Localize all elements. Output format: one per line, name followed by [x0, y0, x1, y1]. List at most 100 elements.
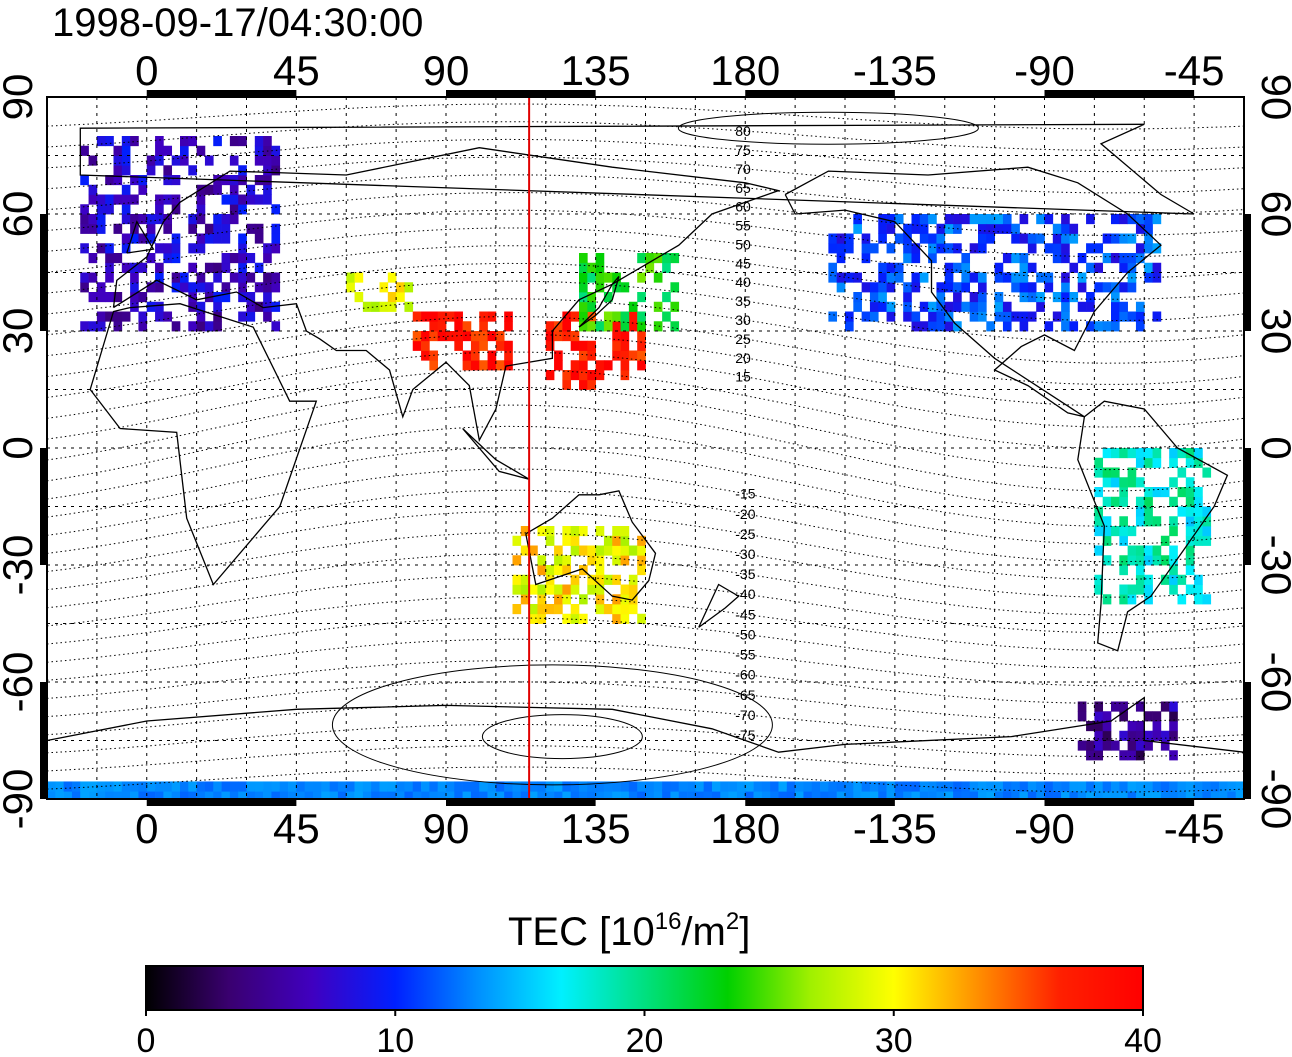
tec-cell: [396, 282, 405, 293]
tec-cell: [1127, 467, 1137, 478]
tec-cell: [1194, 448, 1203, 459]
tec-cell: [1144, 711, 1153, 722]
tec-cell: [188, 301, 197, 312]
tec-cell: [1135, 721, 1145, 732]
tec-cell: [238, 194, 247, 205]
tec-cell: [138, 214, 148, 225]
tec-cell: [379, 781, 389, 792]
contour-label: -25: [735, 526, 755, 542]
tec-cell: [121, 204, 131, 215]
tec-cell: [878, 781, 887, 792]
tec-cell: [96, 194, 106, 205]
tec-cell: [254, 282, 264, 293]
tec-cell: [620, 789, 630, 799]
tec-cell: [595, 565, 605, 576]
bottom-lon-tick: 45: [273, 805, 320, 852]
tec-cell: [1036, 781, 1045, 792]
tec-cell: [254, 301, 264, 312]
tec-cell: [595, 574, 605, 585]
tec-cell: [620, 370, 630, 381]
tec-cell: [146, 781, 156, 792]
tec-cell: [1019, 321, 1029, 332]
tec-cell: [861, 311, 871, 322]
tec-cell: [263, 781, 272, 792]
tec-cell: [121, 262, 131, 273]
tec-cell: [462, 350, 472, 361]
tec-cell: [1061, 233, 1070, 244]
tec-cell: [853, 272, 862, 283]
tec-cell: [986, 214, 995, 225]
tec-cell: [462, 321, 472, 332]
tec-cell: [254, 145, 264, 156]
tec-cell: [1144, 545, 1153, 556]
tec-cell: [886, 781, 896, 792]
tec-cell: [1144, 272, 1153, 283]
tec-cell: [1027, 243, 1037, 254]
tec-cell: [978, 789, 987, 799]
tec-cell: [687, 789, 696, 799]
tec-cell: [113, 311, 123, 322]
tec-cell: [978, 272, 987, 283]
tec-cell: [1119, 711, 1128, 722]
tec-cell: [362, 301, 372, 312]
tec-cell: [470, 340, 480, 351]
tec-cell: [1111, 292, 1120, 303]
tec-cell: [229, 789, 239, 799]
tec-cell: [412, 781, 422, 792]
tec-cell: [80, 781, 89, 792]
contour-label: -70: [735, 707, 755, 723]
tec-cell: [1119, 448, 1128, 459]
tec-cell: [204, 184, 214, 195]
tec-cell: [1152, 262, 1162, 273]
tec-cell: [105, 272, 114, 283]
tec-cell: [1169, 555, 1178, 566]
tec-cell: [1102, 516, 1112, 527]
tec-cell: [612, 781, 621, 792]
tec-cell: [446, 789, 455, 799]
tec-cell: [221, 233, 231, 244]
tec-cell: [362, 781, 372, 792]
colorbar-tick-label: 30: [875, 1022, 913, 1057]
tec-cell: [919, 789, 929, 799]
tec-cell: [1169, 781, 1178, 792]
tec-cell: [595, 584, 605, 595]
tec-cell: [1119, 584, 1128, 595]
tec-cell: [637, 555, 646, 566]
tec-cell: [529, 584, 538, 595]
tec-cell: [313, 781, 322, 792]
tec-cell: [595, 594, 605, 605]
tec-cell: [105, 243, 114, 254]
tec-cell: [171, 282, 181, 293]
tec-cell: [936, 292, 946, 303]
tec-cell: [337, 781, 347, 792]
tec-cell: [853, 214, 862, 225]
tec-cell: [969, 214, 979, 225]
tec-cell: [845, 243, 854, 254]
tec-cell: [130, 136, 139, 147]
tec-cell: [545, 535, 555, 546]
tec-cell: [1152, 214, 1162, 225]
tec-cell: [529, 613, 538, 624]
tec-cell: [1011, 789, 1020, 799]
grid-layer: [47, 97, 1244, 799]
tec-cell: [263, 282, 272, 293]
tec-cell: [1127, 730, 1137, 741]
tec-cell: [138, 262, 148, 273]
tec-cell: [645, 262, 655, 273]
tec-cell: [1202, 535, 1212, 546]
tec-cell: [1052, 223, 1062, 234]
tec-cell: [1202, 506, 1212, 517]
tec-cell: [1069, 789, 1079, 799]
tec-cell: [545, 331, 555, 342]
tec-cell: [1144, 740, 1153, 751]
tec-cell: [263, 184, 272, 195]
tec-cell: [254, 781, 264, 792]
tec-cell: [387, 292, 397, 303]
tec-cell: [180, 789, 189, 799]
tec-cell: [628, 584, 638, 595]
tec-cell: [1002, 781, 1012, 792]
right-lat-tick: 60: [1253, 191, 1292, 238]
tec-cell: [1127, 750, 1137, 761]
tec-cell: [545, 340, 555, 351]
tec-cell: [105, 194, 114, 205]
